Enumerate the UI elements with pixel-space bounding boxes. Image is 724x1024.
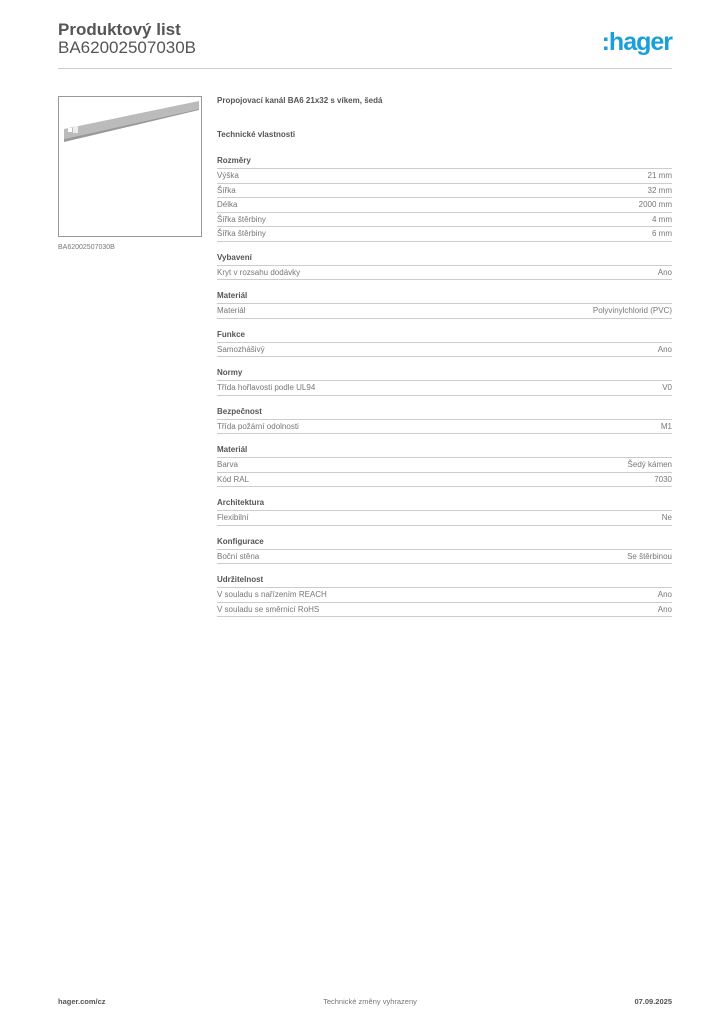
- spec-label: Třída požární odolnosti: [217, 421, 299, 431]
- spec-row: Kód RAL 7030: [217, 473, 672, 487]
- spec-value: 32 mm: [647, 185, 672, 195]
- header-divider: [58, 68, 672, 69]
- spec-label: V souladu s nařízením REACH: [217, 590, 327, 599]
- spec-label: Výška: [217, 171, 239, 180]
- spec-label: Boční stěna: [217, 551, 260, 561]
- spec-value: Polyvinylchlorid (PVC): [592, 306, 672, 315]
- spec-value: Ne: [661, 513, 672, 522]
- section-title: Normy: [217, 367, 672, 381]
- spec-value: Ano: [657, 267, 672, 277]
- spec-section: Konfigurace Boční stěna Se štěrbinou: [217, 536, 672, 564]
- product-name: Propojovací kanál BA6 21x32 s víkem, šed…: [217, 96, 383, 105]
- spec-label: Samozhášivý: [217, 344, 265, 354]
- spec-label: Třída hořlavosti podle UL94: [217, 383, 316, 392]
- spec-row: Barva Šedý kámen: [217, 458, 672, 473]
- spec-label: V souladu se směrnicí RoHS: [217, 604, 320, 614]
- spec-row: Šířka 32 mm: [217, 184, 672, 198]
- spec-section: Normy Třída hořlavosti podle UL94 V0: [217, 367, 672, 396]
- footer-website[interactable]: hager.com/cz: [58, 997, 106, 1006]
- footer-date: 07.09.2025: [634, 997, 672, 1006]
- spec-row: Šířka štěrbiny 4 mm: [217, 213, 672, 227]
- section-title: Udržitelnost: [217, 574, 672, 588]
- spec-value: V0: [662, 383, 672, 392]
- spec-row: Kryt v rozsahu dodávky Ano: [217, 266, 672, 280]
- spec-row: Šířka štěrbiny 6 mm: [217, 227, 672, 242]
- spec-value: 4 mm: [652, 214, 672, 224]
- spec-row: Třída požární odolnosti M1: [217, 420, 672, 434]
- spec-row: Flexibilní Ne: [217, 511, 672, 526]
- spec-value: 21 mm: [647, 171, 672, 180]
- image-caption: BA62002507030B: [58, 244, 115, 251]
- spec-label: Šířka štěrbiny: [217, 229, 266, 238]
- page-title: Produktový list: [58, 20, 181, 39]
- section-title: Materiál: [217, 444, 672, 458]
- spec-row: Boční stěna Se štěrbinou: [217, 550, 672, 564]
- spec-value: Ano: [657, 604, 672, 614]
- spec-value: Se štěrbinou: [627, 551, 672, 561]
- footer: hager.com/cz Technické změny vyhrazeny 0…: [58, 997, 672, 1006]
- spec-row: V souladu s nařízením REACH Ano: [217, 588, 672, 603]
- spec-row: Materiál Polyvinylchlorid (PVC): [217, 304, 672, 319]
- section-title: Vybavení: [217, 252, 672, 266]
- spec-value: 6 mm: [652, 229, 672, 238]
- footer-disclaimer: Technické změny vyhrazeny: [323, 997, 417, 1006]
- spec-section: Funkce Samozhášivý Ano: [217, 329, 672, 357]
- spec-section: Udržitelnost V souladu s nařízením REACH A…: [217, 574, 672, 617]
- spec-row: Výška 21 mm: [217, 169, 672, 184]
- section-title: Funkce: [217, 329, 672, 343]
- spec-section: Architektura Flexibilní Ne: [217, 497, 672, 526]
- spec-label: Flexibilní: [217, 513, 249, 522]
- spec-section: Materiál Materiál Polyvinylchlorid (PVC): [217, 290, 672, 319]
- section-title: Materiál: [217, 290, 672, 304]
- hager-logo: :hager: [601, 28, 673, 56]
- section-title: Rozměry: [217, 155, 672, 169]
- product-image: [58, 96, 202, 237]
- spec-row: V souladu se směrnicí RoHS Ano: [217, 603, 672, 617]
- spec-value: Ano: [657, 590, 672, 599]
- spec-row: Třída hořlavosti podle UL94 V0: [217, 381, 672, 396]
- spec-row: Délka 2000 mm: [217, 198, 672, 213]
- product-code: BA62002507030B: [58, 38, 197, 57]
- spec-label: Délka: [217, 200, 238, 209]
- spec-content: Propojovací kanál BA6 21x32 s víkem, šed…: [217, 96, 672, 627]
- spec-section: Rozměry Výška 21 mm Šířka 32 mm Délka 2000 mm Š…: [217, 155, 672, 242]
- spec-label: Barva: [217, 460, 238, 469]
- spec-value: Šedý kámen: [627, 460, 672, 469]
- spec-sections: Rozměry Výška 21 mm Šířka 32 mm Délka 2000 mm Š…: [217, 155, 672, 617]
- spec-value: 7030: [654, 474, 672, 484]
- section-title: Bezpečnost: [217, 406, 672, 420]
- spec-section: Materiál Barva Šedý kámen Kód RAL 7030: [217, 444, 672, 487]
- spec-value: Ano: [657, 344, 672, 354]
- spec-value: M1: [660, 421, 672, 431]
- spec-value: 2000 mm: [638, 200, 672, 209]
- spec-label: Materiál: [217, 306, 246, 315]
- section-title: Architektura: [217, 497, 672, 511]
- spec-label: Kód RAL: [217, 474, 250, 484]
- tech-heading: Technické vlastnosti: [217, 130, 296, 139]
- spec-section: Vybavení Kryt v rozsahu dodávky Ano: [217, 252, 672, 280]
- spec-label: Šířka: [217, 185, 236, 195]
- spec-label: Šířka štěrbiny: [217, 214, 266, 224]
- spec-label: Kryt v rozsahu dodávky: [217, 267, 301, 277]
- spec-row: Samozhášivý Ano: [217, 343, 672, 357]
- spec-section: Bezpečnost Třída požární odolnosti M1: [217, 406, 672, 434]
- section-title: Konfigurace: [217, 536, 672, 550]
